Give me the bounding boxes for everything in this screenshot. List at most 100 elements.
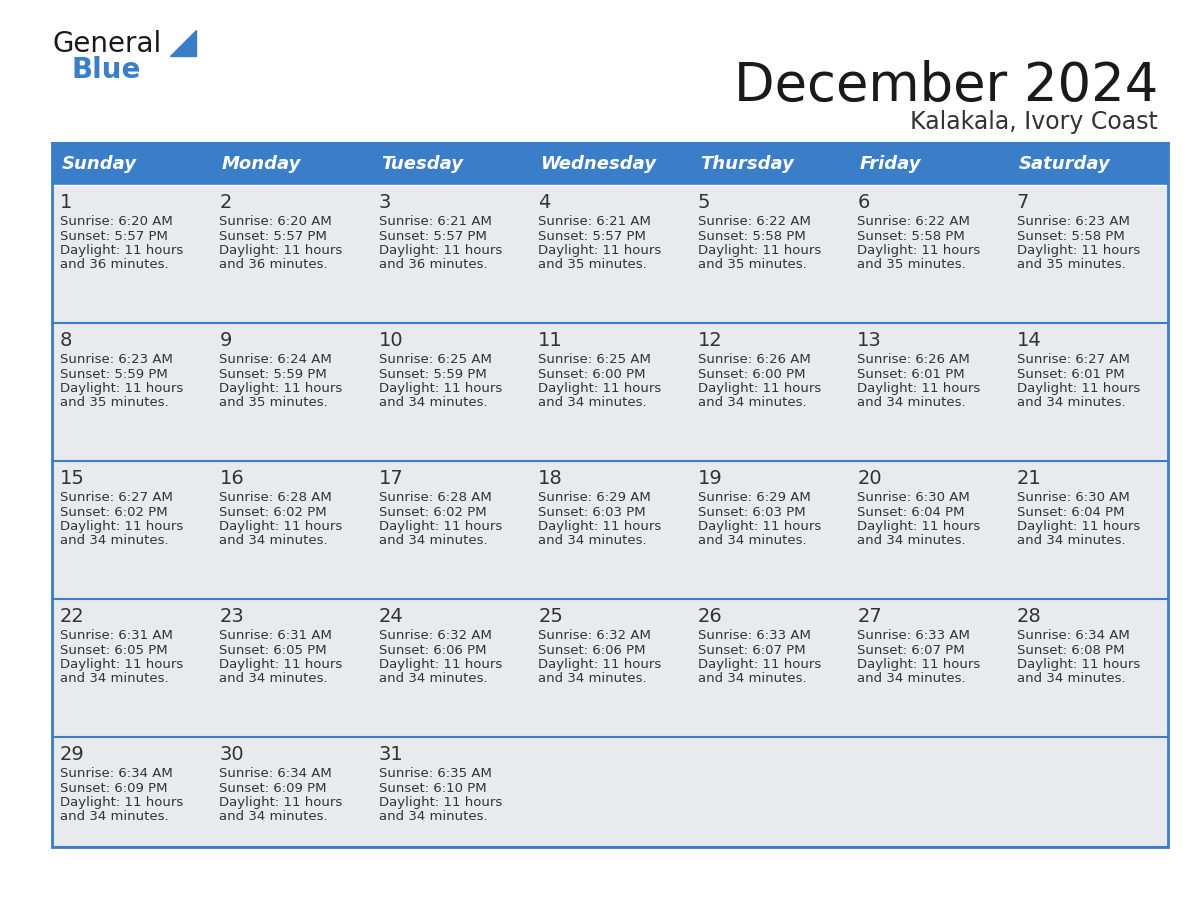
Text: Sunrise: 6:21 AM: Sunrise: 6:21 AM: [379, 215, 492, 228]
Text: Sunset: 6:00 PM: Sunset: 6:00 PM: [538, 367, 646, 380]
Text: Daylight: 11 hours: Daylight: 11 hours: [1017, 244, 1139, 257]
Text: 13: 13: [858, 331, 881, 350]
Bar: [849, 143, 1009, 185]
Text: 18: 18: [538, 469, 563, 488]
Text: and 35 minutes.: and 35 minutes.: [538, 259, 647, 272]
Bar: [52, 323, 1168, 461]
Text: Daylight: 11 hours: Daylight: 11 hours: [538, 658, 662, 671]
Text: and 34 minutes.: and 34 minutes.: [220, 534, 328, 547]
Text: and 34 minutes.: and 34 minutes.: [1017, 397, 1125, 409]
Text: Sunset: 6:07 PM: Sunset: 6:07 PM: [858, 644, 965, 656]
Text: 3: 3: [379, 193, 391, 212]
Text: Sunset: 6:05 PM: Sunset: 6:05 PM: [61, 644, 168, 656]
Text: Sunset: 6:03 PM: Sunset: 6:03 PM: [538, 506, 646, 519]
Text: Monday: Monday: [221, 155, 301, 173]
Text: 25: 25: [538, 607, 563, 626]
Text: Sunset: 6:04 PM: Sunset: 6:04 PM: [1017, 506, 1124, 519]
Polygon shape: [170, 30, 196, 56]
Text: Daylight: 11 hours: Daylight: 11 hours: [379, 658, 503, 671]
Text: 6: 6: [858, 193, 870, 212]
Text: Daylight: 11 hours: Daylight: 11 hours: [697, 244, 821, 257]
Text: Sunset: 5:59 PM: Sunset: 5:59 PM: [61, 367, 168, 380]
Text: Sunrise: 6:28 AM: Sunrise: 6:28 AM: [220, 491, 333, 504]
Text: Friday: Friday: [859, 155, 921, 173]
Text: General: General: [52, 30, 162, 58]
Bar: [52, 599, 1168, 737]
Text: 12: 12: [697, 331, 722, 350]
Text: Saturday: Saturday: [1018, 155, 1111, 173]
Bar: [52, 737, 1168, 847]
Bar: [1009, 143, 1168, 185]
Text: Daylight: 11 hours: Daylight: 11 hours: [61, 382, 183, 395]
Text: Tuesday: Tuesday: [381, 155, 463, 173]
Text: Sunrise: 6:27 AM: Sunrise: 6:27 AM: [1017, 353, 1130, 366]
Text: Sunset: 6:02 PM: Sunset: 6:02 PM: [61, 506, 168, 519]
Text: Daylight: 11 hours: Daylight: 11 hours: [220, 244, 342, 257]
Text: Daylight: 11 hours: Daylight: 11 hours: [858, 244, 980, 257]
Text: Daylight: 11 hours: Daylight: 11 hours: [379, 382, 503, 395]
Text: Daylight: 11 hours: Daylight: 11 hours: [220, 520, 342, 533]
Text: and 34 minutes.: and 34 minutes.: [538, 534, 647, 547]
Text: Sunrise: 6:30 AM: Sunrise: 6:30 AM: [1017, 491, 1130, 504]
Text: 28: 28: [1017, 607, 1042, 626]
Text: Sunset: 5:57 PM: Sunset: 5:57 PM: [379, 230, 487, 242]
Text: 15: 15: [61, 469, 84, 488]
Text: and 34 minutes.: and 34 minutes.: [858, 397, 966, 409]
Text: and 34 minutes.: and 34 minutes.: [538, 397, 647, 409]
Text: Blue: Blue: [72, 56, 141, 84]
Text: Wednesday: Wednesday: [541, 155, 656, 173]
Text: and 34 minutes.: and 34 minutes.: [61, 811, 169, 823]
Text: Sunset: 6:03 PM: Sunset: 6:03 PM: [697, 506, 805, 519]
Text: and 34 minutes.: and 34 minutes.: [61, 534, 169, 547]
Text: Sunrise: 6:26 AM: Sunrise: 6:26 AM: [858, 353, 969, 366]
Text: Daylight: 11 hours: Daylight: 11 hours: [697, 382, 821, 395]
Text: Sunset: 6:09 PM: Sunset: 6:09 PM: [61, 781, 168, 794]
Text: 8: 8: [61, 331, 72, 350]
Text: Sunset: 5:59 PM: Sunset: 5:59 PM: [220, 367, 327, 380]
Text: Daylight: 11 hours: Daylight: 11 hours: [61, 796, 183, 809]
Bar: [52, 185, 1168, 323]
Text: 31: 31: [379, 745, 404, 764]
Text: and 34 minutes.: and 34 minutes.: [1017, 673, 1125, 686]
Text: Sunrise: 6:31 AM: Sunrise: 6:31 AM: [220, 629, 333, 642]
Text: Daylight: 11 hours: Daylight: 11 hours: [697, 520, 821, 533]
Text: Sunday: Sunday: [62, 155, 137, 173]
Text: Sunrise: 6:24 AM: Sunrise: 6:24 AM: [220, 353, 333, 366]
Text: 27: 27: [858, 607, 881, 626]
Text: and 34 minutes.: and 34 minutes.: [220, 673, 328, 686]
Text: and 35 minutes.: and 35 minutes.: [220, 397, 328, 409]
Text: and 36 minutes.: and 36 minutes.: [379, 259, 487, 272]
Text: 1: 1: [61, 193, 72, 212]
Text: 29: 29: [61, 745, 84, 764]
Text: Sunrise: 6:34 AM: Sunrise: 6:34 AM: [61, 767, 172, 780]
Text: Daylight: 11 hours: Daylight: 11 hours: [220, 796, 342, 809]
Text: Sunset: 6:06 PM: Sunset: 6:06 PM: [538, 644, 646, 656]
Text: 5: 5: [697, 193, 710, 212]
Text: 9: 9: [220, 331, 232, 350]
Text: Sunset: 6:08 PM: Sunset: 6:08 PM: [1017, 644, 1124, 656]
Text: Sunrise: 6:22 AM: Sunrise: 6:22 AM: [697, 215, 810, 228]
Text: Sunset: 6:07 PM: Sunset: 6:07 PM: [697, 644, 805, 656]
Text: Daylight: 11 hours: Daylight: 11 hours: [858, 382, 980, 395]
Text: Sunrise: 6:34 AM: Sunrise: 6:34 AM: [1017, 629, 1130, 642]
Text: Daylight: 11 hours: Daylight: 11 hours: [1017, 658, 1139, 671]
Text: Sunset: 6:02 PM: Sunset: 6:02 PM: [220, 506, 327, 519]
Text: and 35 minutes.: and 35 minutes.: [697, 259, 807, 272]
Text: Daylight: 11 hours: Daylight: 11 hours: [538, 382, 662, 395]
Text: and 34 minutes.: and 34 minutes.: [1017, 534, 1125, 547]
Text: Sunrise: 6:32 AM: Sunrise: 6:32 AM: [379, 629, 492, 642]
Text: Sunrise: 6:23 AM: Sunrise: 6:23 AM: [1017, 215, 1130, 228]
Text: Sunset: 5:58 PM: Sunset: 5:58 PM: [858, 230, 965, 242]
Bar: [690, 143, 849, 185]
Text: Sunset: 5:57 PM: Sunset: 5:57 PM: [61, 230, 168, 242]
Text: Daylight: 11 hours: Daylight: 11 hours: [61, 520, 183, 533]
Text: Sunset: 6:09 PM: Sunset: 6:09 PM: [220, 781, 327, 794]
Text: Kalakala, Ivory Coast: Kalakala, Ivory Coast: [910, 110, 1158, 134]
Text: December 2024: December 2024: [734, 60, 1158, 112]
Text: Sunrise: 6:31 AM: Sunrise: 6:31 AM: [61, 629, 173, 642]
Text: Daylight: 11 hours: Daylight: 11 hours: [1017, 520, 1139, 533]
Text: Sunset: 6:10 PM: Sunset: 6:10 PM: [379, 781, 486, 794]
Text: Sunrise: 6:33 AM: Sunrise: 6:33 AM: [858, 629, 971, 642]
Text: and 34 minutes.: and 34 minutes.: [538, 673, 647, 686]
Text: Sunset: 6:00 PM: Sunset: 6:00 PM: [697, 367, 805, 380]
